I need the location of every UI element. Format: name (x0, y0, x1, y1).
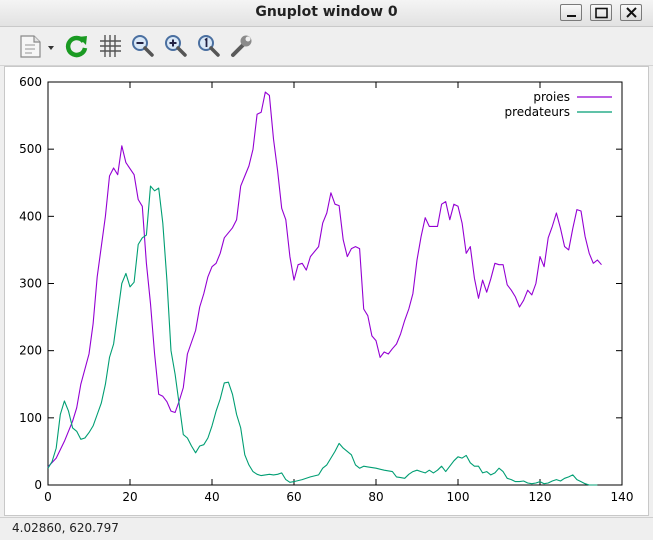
chevron-down-icon (48, 46, 54, 50)
grid-icon (100, 35, 121, 57)
zoom-previous-button[interactable] (129, 32, 157, 60)
series-line-predateurs (47, 185, 598, 486)
status-bar: 4.02860, 620.797 (0, 517, 653, 540)
zoom-previous-icon (132, 35, 154, 57)
x-tick-label: 80 (368, 490, 383, 504)
replot-icon (65, 35, 88, 58)
grid-button[interactable] (96, 32, 124, 60)
title-bar[interactable]: Gnuplot window 0 (0, 0, 653, 27)
options-button[interactable] (228, 32, 256, 60)
copy-to-clipboard-icon (20, 35, 54, 58)
toolbar (0, 27, 653, 66)
minimize-button[interactable] (560, 4, 582, 21)
series-line-proies (47, 91, 602, 468)
close-button[interactable] (620, 4, 642, 21)
x-tick-label: 0 (44, 490, 52, 504)
x-tick-label: 40 (204, 490, 219, 504)
window-title: Gnuplot window 0 (255, 4, 398, 20)
maximize-button[interactable] (590, 4, 612, 21)
y-tick-label: 300 (19, 277, 42, 291)
autoscale-icon (198, 35, 220, 57)
x-tick-label: 60 (286, 490, 301, 504)
maximize-icon (595, 7, 608, 19)
x-tick-label: 140 (611, 490, 634, 504)
x-tick-label: 100 (447, 490, 470, 504)
y-tick-label: 200 (19, 344, 42, 358)
y-tick-label: 0 (34, 478, 42, 492)
legend-label-predateurs: predateurs (504, 105, 570, 119)
mouse-coordinates: 4.02860, 620.797 (12, 521, 119, 535)
options-wrench-icon (231, 34, 253, 57)
y-tick-label: 400 (19, 209, 42, 223)
replot-button[interactable] (63, 32, 91, 60)
y-tick-label: 600 (19, 75, 42, 89)
autoscale-button[interactable] (195, 32, 223, 60)
zoom-next-icon (165, 35, 187, 57)
zoom-next-button[interactable] (162, 32, 190, 60)
x-tick-label: 120 (529, 490, 552, 504)
minimize-icon (567, 15, 576, 17)
copy-to-clipboard-button[interactable] (18, 32, 58, 60)
y-tick-label: 500 (19, 142, 42, 156)
x-tick-label: 20 (122, 490, 137, 504)
legend-label-proies: proies (533, 90, 570, 104)
plot-area[interactable]: 0 20 40 60 80 100 120 140 0 100 200 300 400 500 600 pr… (4, 66, 649, 516)
close-icon (626, 7, 637, 18)
chart[interactable]: 0 20 40 60 80 100 120 140 0 100 200 300 400 500 600 pr… (5, 67, 648, 515)
y-tick-label: 100 (19, 411, 42, 425)
